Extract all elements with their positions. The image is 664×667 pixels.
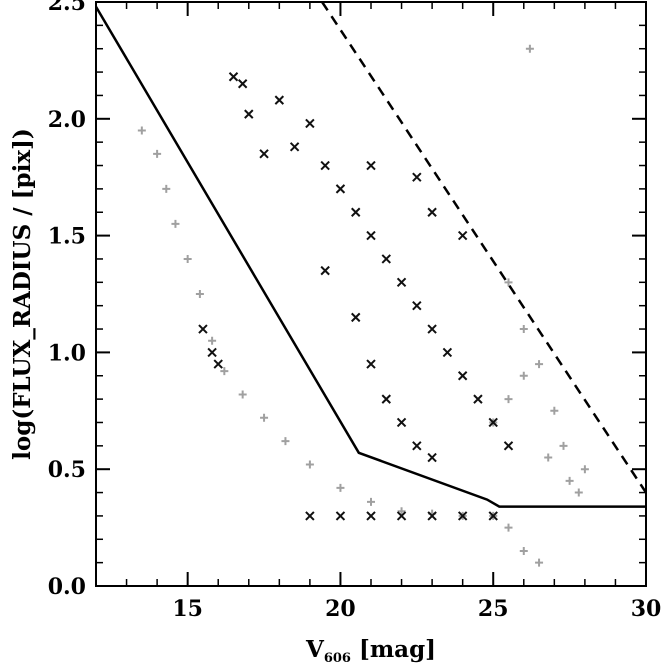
black-cross-point: [244, 109, 254, 119]
gray-plus-point: [574, 488, 583, 497]
black-cross-point: [320, 160, 330, 171]
black-cross-point: [396, 511, 407, 521]
black-cross-point: [366, 160, 376, 171]
gray-plus-point: [260, 413, 269, 422]
black-cross-point: [412, 300, 422, 311]
black-cross-point: [351, 312, 361, 323]
black-cross-point: [335, 184, 346, 194]
gray-plus-point: [535, 558, 544, 567]
y-tick-label: 1.5: [48, 224, 86, 250]
gray-plus-point: [336, 483, 345, 492]
black-cross-point: [427, 452, 437, 463]
gray-plus-point: [153, 149, 162, 158]
black-cross-point: [366, 359, 376, 369]
black-cross-point: [335, 511, 346, 521]
black-cross-point: [427, 511, 437, 521]
axes: 15 20 25 30 0.0 0.5 1.0 1.5 2.0 2.5: [48, 0, 662, 622]
black-cross-point: [427, 207, 437, 217]
black-cross-point: [228, 72, 239, 82]
gray-plus-point: [559, 441, 568, 450]
black-cross-point: [366, 511, 376, 521]
black-cross-point: [396, 277, 407, 288]
black-cross-point: [381, 254, 391, 264]
black-cross-point: [366, 230, 376, 241]
gray-plus-point: [195, 290, 204, 298]
gray-plus-point: [504, 523, 513, 532]
gray-plus-point: [580, 465, 589, 474]
gray-plus-point: [525, 44, 534, 53]
gray-plus-point: [305, 460, 314, 469]
gray-plus-point: [519, 371, 528, 380]
black-cross-point: [473, 394, 483, 404]
black-cross-point: [289, 142, 300, 152]
black-cross-point: [427, 324, 437, 334]
gray-plus-point: [162, 184, 171, 193]
x-tick-label: 15: [172, 596, 203, 622]
black-cross-point: [237, 79, 248, 89]
y-tick-label: 2.5: [48, 0, 86, 16]
black-cross-point: [305, 118, 315, 129]
x-tick-label: 30: [631, 596, 662, 622]
black-cross-point: [198, 324, 208, 334]
black-cross-point: [503, 441, 514, 451]
gray-plus-point: [519, 325, 528, 334]
gray-plus-point: [171, 219, 180, 228]
gray-plus-point: [183, 254, 192, 263]
black-cross-point: [259, 149, 269, 159]
black-cross-point: [488, 511, 498, 521]
gray-plus-point: [535, 360, 544, 369]
gray-plus-point: [544, 453, 553, 462]
black-cross-point: [274, 95, 285, 105]
gray-plus-point: [367, 497, 375, 506]
black-cross-point: [442, 347, 453, 358]
y-tick-label: 0.5: [48, 457, 86, 483]
gray-plus-point: [565, 476, 574, 485]
black-cross-point: [396, 417, 407, 428]
plot-area: [94, 1, 648, 567]
dashed-boundary-line: [321, 1, 648, 494]
black-cross-point: [457, 230, 468, 241]
x-tick-label: 20: [325, 596, 356, 622]
black-cross-point: [412, 441, 422, 451]
solid-selection-line: [94, 6, 646, 508]
x-axis-label-unit: [mag]: [351, 636, 436, 663]
black-cross-point: [457, 511, 468, 521]
y-tick-label: 2.0: [48, 107, 86, 133]
gray-plus-point: [281, 437, 290, 446]
gray-plus-point: [220, 367, 229, 376]
black-cross-point: [207, 347, 217, 358]
black-cross-point: [457, 371, 468, 381]
y-axis-label: log(FLUX_RADIUS / [pix]): [9, 128, 36, 460]
x-axis-label-main: V: [305, 636, 325, 663]
x-tick-label: 25: [478, 596, 509, 622]
black-cross-point: [381, 394, 391, 404]
gray-plus-point: [137, 126, 146, 135]
black-cross-point: [213, 359, 223, 369]
gray-plus-point: [519, 546, 528, 555]
gray-plus-point: [238, 390, 247, 399]
black-cross-point: [351, 207, 361, 217]
gray-plus-point: [397, 507, 406, 516]
gray-plus-point: [550, 406, 559, 415]
black-cross-point: [305, 511, 315, 521]
x-axis-label: V606 [mag]: [305, 636, 436, 666]
y-tick-label: 0.0: [48, 574, 86, 600]
x-axis-label-subscript: 606: [324, 651, 351, 666]
black-cross-point: [412, 172, 422, 182]
gray-plus-point: [504, 395, 513, 404]
y-tick-label: 1.0: [48, 340, 86, 366]
black-cross-point: [488, 417, 498, 428]
black-cross-point: [320, 265, 330, 276]
gray-plus-point: [208, 336, 217, 345]
gray-plus-point: [504, 278, 513, 287]
